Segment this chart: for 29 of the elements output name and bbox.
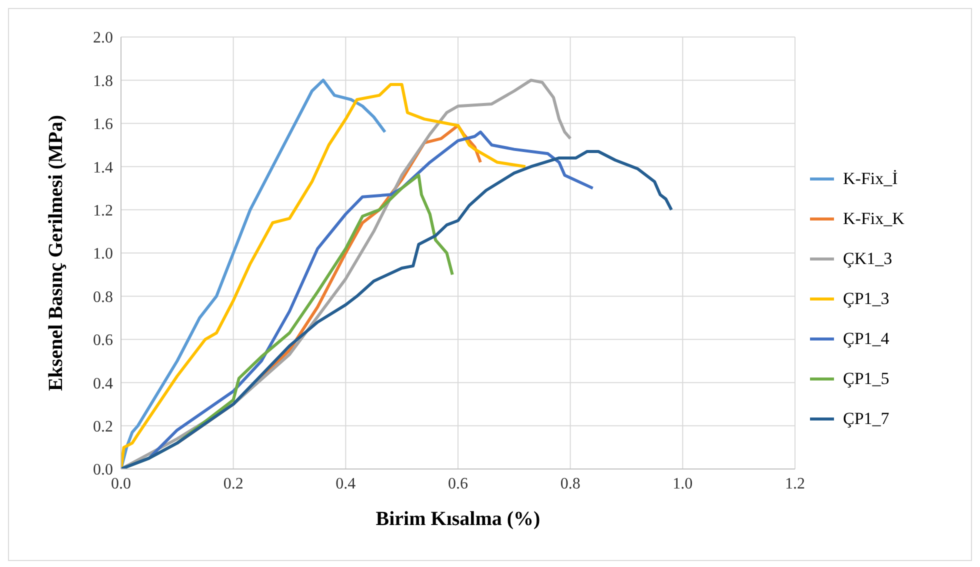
y-tick-label: 0.2 <box>93 418 113 436</box>
x-axis-title: Birim Kısalma (%) <box>376 508 540 530</box>
x-tick-label: 1.0 <box>672 475 693 492</box>
legend-label: ÇK1_3 <box>843 249 892 269</box>
y-tick-label: 1.0 <box>93 246 113 263</box>
line-series <box>121 78 386 469</box>
y-tick-label: 1.2 <box>93 202 113 220</box>
y-tick-label: 1.6 <box>93 116 113 134</box>
y-tick-label: 1.4 <box>93 159 113 176</box>
y-tick-label: 1.8 <box>93 72 113 90</box>
legend-label: ÇP1_5 <box>843 369 890 389</box>
x-tick-label: 1.2 <box>785 475 805 492</box>
x-tick-label: 0.8 <box>560 475 580 492</box>
x-tick-label: 0.6 <box>448 475 468 492</box>
x-tick-label: 0.0 <box>111 475 131 492</box>
legend-label: K-Fix_K <box>843 209 904 229</box>
line-series <box>121 150 673 469</box>
y-tick-label: 0.6 <box>93 332 113 350</box>
y-tick-label: 0.8 <box>93 288 113 306</box>
y-tick-label: 2.0 <box>93 30 113 47</box>
legend-label: K-Fix_İ <box>843 169 898 189</box>
y-axis-title: Eksenel Basınç Gerilmesi (MPa) <box>45 114 68 392</box>
y-tick-label: 0.4 <box>93 375 113 392</box>
x-tick-label: 0.2 <box>223 475 244 492</box>
legend-label: ÇP1_3 <box>843 289 890 309</box>
x-tick-label: 0.4 <box>336 475 356 492</box>
legend-label: ÇP1_7 <box>843 409 890 429</box>
y-tick-label: 0.0 <box>93 462 113 479</box>
legend-label: ÇP1_4 <box>843 329 890 349</box>
